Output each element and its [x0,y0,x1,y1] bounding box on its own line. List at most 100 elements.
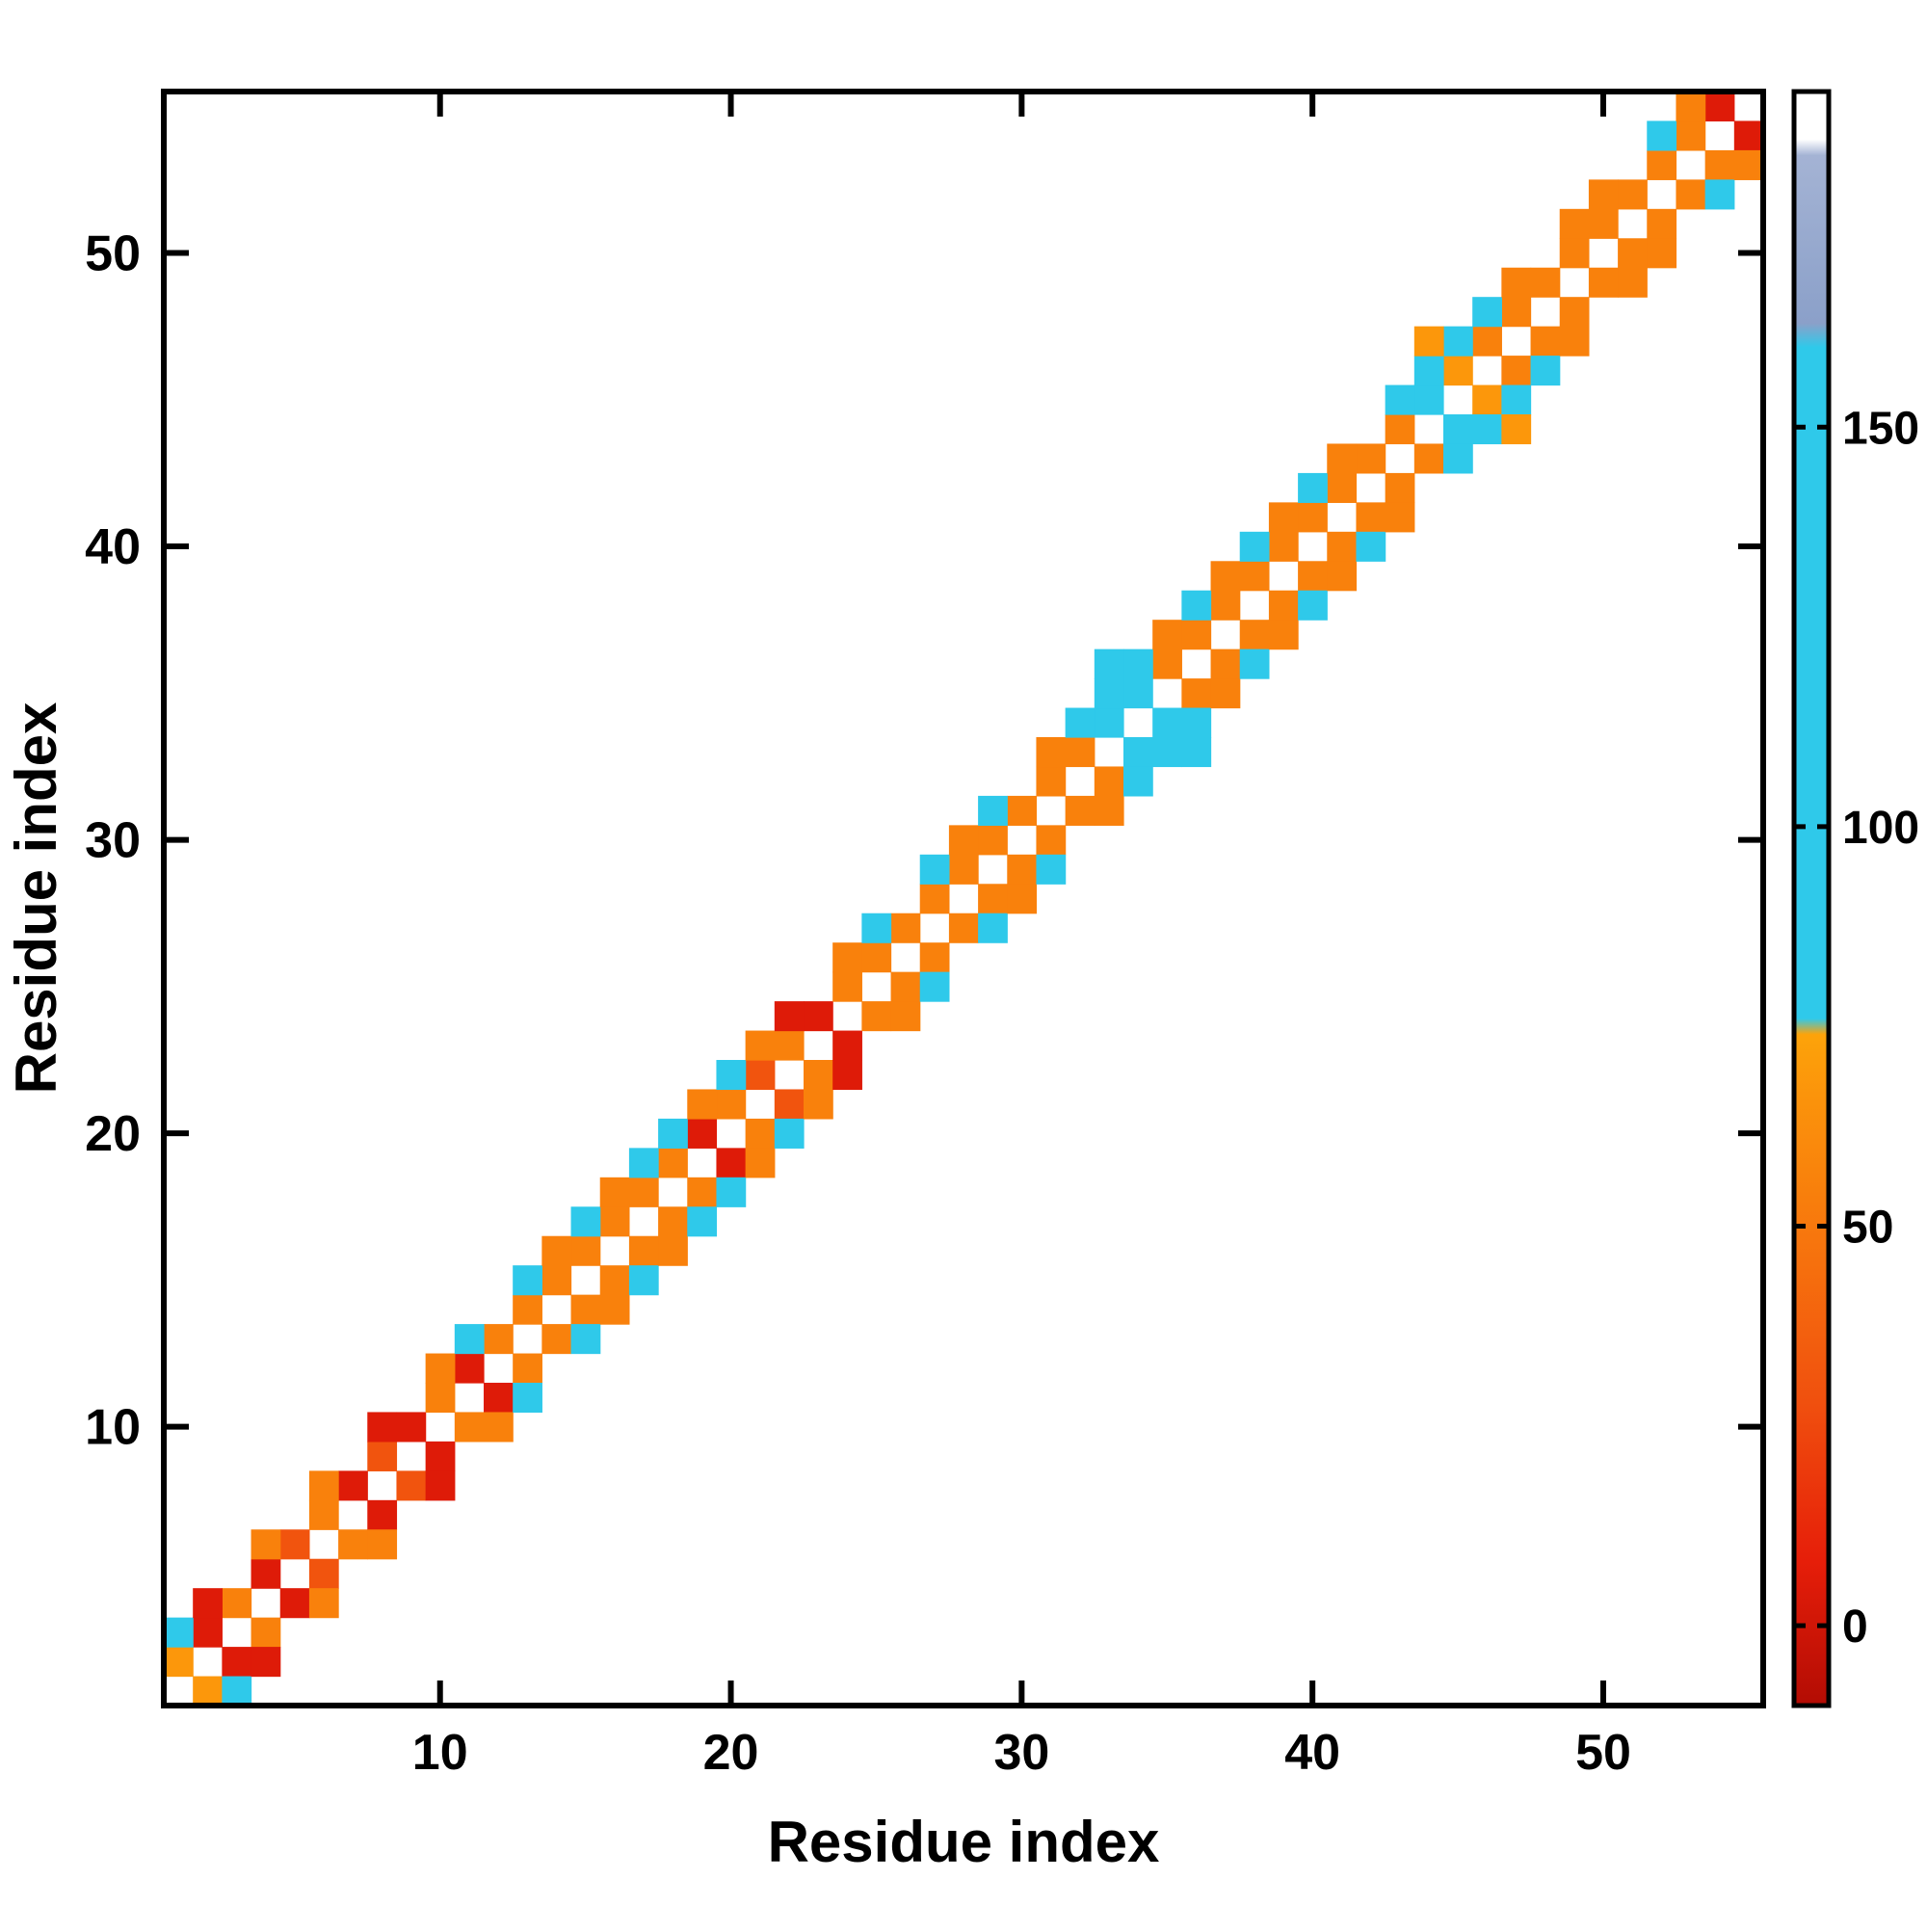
heatmap-cell [1588,267,1619,298]
heatmap-cell [308,1470,339,1501]
heatmap-cell [1152,707,1182,738]
heatmap-cell [1530,326,1561,357]
heatmap-cell [570,1235,601,1266]
heatmap-cell [513,1265,542,1296]
heatmap-cell [454,1412,485,1442]
heatmap-cell [1181,620,1212,650]
heatmap-cell [1356,502,1386,533]
plot-frame [161,89,1766,1708]
heatmap-cell [861,913,892,943]
heatmap-cell [774,1118,805,1149]
colorbar-tick-label: 0 [1842,1601,1868,1653]
heatmap-cell [628,1235,659,1266]
heatmap-cell [1501,356,1532,386]
heatmap-cell [1472,414,1502,445]
heatmap-cell [716,1060,747,1091]
heatmap-cell [1733,149,1764,180]
heatmap-cell [1152,620,1182,650]
heatmap-cell [774,1030,805,1061]
heatmap-cell [832,1060,862,1091]
heatmap-cell [948,854,979,885]
heatmap-cell [861,1001,892,1032]
heatmap-cell [1647,208,1677,239]
heatmap-cell [193,1676,223,1707]
x-axis-label: Residue index [768,1810,1160,1874]
heatmap-cell [338,1529,368,1560]
heatmap-cell [222,1647,252,1678]
heatmap-cell [338,1470,368,1501]
heatmap-cell [948,913,979,943]
heatmap-cell [1327,472,1358,503]
y-tick-label: 50 [85,226,141,282]
heatmap-cell [1210,678,1241,709]
heatmap-cell [919,854,950,885]
heatmap-cell [251,1647,281,1678]
heatmap-cell [716,1177,747,1207]
colorbar-bar [1791,89,1832,1708]
heatmap-cell [745,1148,776,1178]
heatmap-cell [1472,384,1502,415]
heatmap-cell [804,1060,833,1091]
heatmap-cell [890,1001,921,1032]
heatmap-cell [513,1353,542,1384]
heatmap-cell [599,1206,630,1237]
heatmap-cell [1501,384,1532,415]
heatmap-cell [1298,590,1328,621]
heatmap-cell [1094,766,1124,797]
heatmap-cell [222,1676,252,1707]
heatmap-cell [1559,326,1590,357]
heatmap-cell [367,1412,398,1442]
x-tick-label: 50 [1575,1725,1631,1781]
heatmap-cell [1123,648,1153,679]
heatmap-cell [978,795,1008,826]
heatmap-cell [804,1001,833,1032]
heatmap-cell [1123,737,1153,768]
heatmap-cell [251,1558,281,1589]
heatmap-cell [1413,356,1444,386]
heatmap-cell [1676,92,1706,122]
heatmap-cell [1239,648,1270,679]
heatmap-cell [1181,590,1212,621]
colorbar: 0 50 100 150 [1791,89,1919,1708]
heatmap-cell [1530,356,1561,386]
heatmap-cell [890,913,921,943]
heatmap-cell [890,971,921,1002]
colorbar-ticks: 0 50 100 150 [1794,403,1919,1653]
heatmap-cell [308,1499,339,1530]
y-tick-label: 10 [85,1400,141,1456]
heatmap-cell [1385,414,1415,445]
heatmap-cell [279,1529,310,1560]
heatmap-cell [1268,590,1299,621]
heatmap-cell [745,1030,776,1061]
heatmap-cell [1588,208,1619,239]
heatmap-cell [1559,238,1590,269]
heatmap-cell [658,1235,688,1266]
heatmap-cell [1530,267,1561,298]
heatmap-cell [599,1177,630,1207]
heatmap-cell [1065,707,1095,738]
heatmap-cell [251,1617,281,1648]
heatmap-cell [716,1148,747,1178]
heatmap-cell [1647,120,1677,151]
heatmap-cell [687,1118,718,1149]
y-tick-label: 40 [85,519,141,575]
heatmap-cell [1036,737,1067,768]
heatmap-cell [367,1529,398,1560]
heatmap-cell [1618,179,1648,210]
heatmap-cell [774,1001,805,1032]
heatmap-cell [1327,443,1358,474]
heatmap-cell [570,1294,601,1325]
heatmap-cell [1501,414,1532,445]
heatmap-cell [978,884,1008,914]
heatmap-cell [541,1265,572,1296]
heatmap-cell [919,942,950,973]
heatmap-cell [541,1324,572,1355]
heatmap-cell [1239,531,1270,562]
heatmap-cell [1036,766,1067,797]
heatmap-cell [1181,707,1212,738]
heatmap-cell [1559,297,1590,328]
heatmap-cell [1443,443,1473,474]
heatmap-cell [1413,384,1444,415]
colorbar-tick-label: 100 [1842,803,1919,854]
heatmap-cell [1094,707,1124,738]
